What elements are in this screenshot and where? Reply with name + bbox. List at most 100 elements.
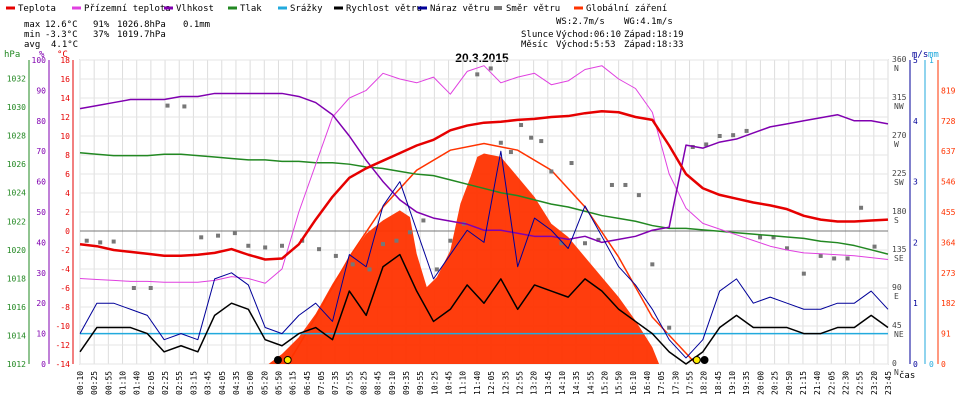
x-tick-label: 14:35 [572,371,581,395]
radiation-tick-label: 364 [941,238,956,247]
pressure_hpa-tick-label: 1018 [7,274,26,283]
radiation-tick-label: 455 [941,208,956,217]
stats-avg-temp: 4.1°C [51,40,78,50]
x-tick-label: 00:25 [90,371,99,395]
series-direction-point [859,205,864,210]
humidity_pct-tick-label: 100 [32,56,47,65]
direction-tick-value: 0 [892,359,897,368]
direction-tick-value: 135 [892,245,907,254]
temperature_c-tick-label: 0 [65,227,70,236]
humidity_pct-tick-label: 90 [36,86,46,95]
humidity_pct-tick-label: 40 [36,238,46,247]
legend-label-7: Směr větru [506,4,560,14]
temperature_c-tick-label: 12 [60,113,70,122]
wind-tick-label: 5 [913,56,918,65]
x-tick-label: 22:30 [841,371,850,395]
series-direction-point [569,161,574,166]
stats-min-temp: -3.3°C [45,30,78,40]
pressure_hpa-tick-label: 1030 [7,103,26,112]
series-direction-point [508,150,513,155]
x-tick-label: 21:40 [813,371,822,395]
pressure_hpa-tick-label: 1024 [7,189,26,198]
direction-tick-value: 360 [892,55,907,64]
x-tick-label: 08:25 [360,371,369,395]
temperature_c-tick-label: 6 [65,170,70,179]
direction-tick-compass: W [894,140,899,149]
series-line-humidity_pct [79,92,889,244]
axis-unit-labels: hPa % °C m/s mm čas [4,50,939,381]
x-tick-label: 10:45 [445,371,454,395]
series-direction-point [434,267,439,272]
humidity_pct-tick-label: 10 [36,330,46,339]
x-tick-label: 06:45 [303,371,312,395]
series-direction-point [216,233,221,238]
direction-tick-compass: S [894,216,899,225]
series-direction-point [98,240,103,245]
direction-tick-value: 180 [892,207,907,216]
temperature_c-tick-label: 4 [65,189,70,198]
series-direction-point [148,286,153,290]
moon-label: Měsíc [521,40,548,50]
sunrise-marker [283,356,292,364]
x-tick-label: 00:55 [104,371,113,395]
direction-tick-compass: N [894,368,899,377]
temperature_c-tick-label: -10 [56,322,71,331]
series-direction-point [367,267,372,272]
series-direction-point [111,239,116,244]
wind-tick-label: 1 [913,299,918,308]
x-tick-label: 17:30 [671,371,680,395]
series-direction-point [317,247,322,252]
x-tick-label: 09:10 [388,371,397,395]
x-tick-label: 04:05 [218,371,227,395]
temperature_c-tick-label: -12 [56,341,71,350]
wind-speed-info: WS:2.7m/s [556,17,605,27]
pressure_hpa-tick-label: 1032 [7,75,26,84]
pressure_hpa-tick-label: 1026 [7,160,26,169]
series-direction-point [394,238,399,243]
x-tick-label: 07:05 [317,371,326,395]
stats-min-hum: 37% [93,30,110,40]
temperature_c-tick-label: 16 [60,75,70,84]
x-tick-label: 06:15 [289,371,298,395]
direction-tick-compass: N [894,64,899,73]
x-tick-label: 18:45 [714,371,723,395]
temperature_c-tick-label: -6 [60,284,70,293]
stats-avg-label: avg [24,40,40,50]
temperature_c-tick-label: 8 [65,151,70,160]
x-tick-label: 23:45 [884,371,893,395]
stats-max-hum: 91% [93,20,110,30]
unit-ms: m/s [912,50,928,60]
series-direction-point [801,271,806,276]
series-direction-point [539,139,544,144]
radiation-tick-label: 819 [941,86,956,95]
legend-label-8: Globální záření [586,4,667,14]
unit-mm: mm [928,50,939,60]
x-tick-label: 12:55 [515,371,524,395]
series-direction-point [84,238,89,243]
sun-label: Slunce [521,30,554,40]
legend-label-2: Vlhkost [176,4,214,14]
sun-set: Západ:18:19 [624,30,684,40]
radiation-tick-label: 637 [941,147,956,156]
series-direction-point [785,246,789,251]
direction-tick-compass: NW [894,102,904,111]
wind-gust-info: WG:4.1m/s [624,17,673,27]
rain-tick-label: 1 [929,56,934,65]
x-tick-label: 20:50 [785,371,794,395]
series-direction-point [559,241,564,246]
x-tick-label: 17:05 [657,371,666,395]
legend-swatch-7 [494,6,502,10]
humidity_pct-tick-label: 30 [36,269,46,278]
x-tick-label: 09:55 [416,371,425,395]
x-tick-label: 02:25 [161,371,170,395]
humidity_pct-tick-label: 60 [36,178,46,187]
x-tick-label: 05:00 [246,371,255,395]
radiation-tick-label: 728 [941,117,956,126]
direction-tick-value: 225 [892,169,907,178]
x-tick-label: 05:20 [260,371,269,395]
x-tick-label: 01:10 [119,371,128,395]
plot-area [79,59,889,365]
series-direction-point [448,238,453,243]
x-tick-label: 20:25 [771,371,780,395]
pressure_hpa-tick-label: 1012 [7,360,26,369]
